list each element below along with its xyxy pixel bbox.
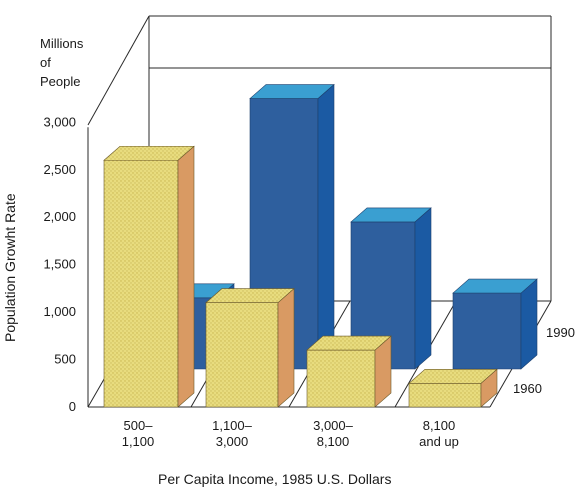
series-1960-bars bbox=[103, 145, 498, 408]
bar-1960-0-top bbox=[103, 145, 195, 161]
bar-1960-3-front bbox=[408, 382, 482, 408]
category-label-0-line0: 500– bbox=[124, 418, 154, 433]
bar-1960-3 bbox=[408, 368, 498, 408]
bar-1960-1-side bbox=[277, 287, 295, 408]
bar-1960-1-top bbox=[205, 288, 295, 303]
y-tick-1: 500 bbox=[54, 352, 76, 367]
bar-1990-1 bbox=[249, 83, 335, 370]
category-label-1-line1: 3,000 bbox=[216, 434, 249, 449]
y-tick-0: 0 bbox=[69, 399, 76, 414]
y-tick-2: 1,000 bbox=[43, 304, 76, 319]
category-label-2-line1: 8,100 bbox=[317, 434, 350, 449]
series-label-1960: 1960 bbox=[513, 381, 542, 396]
bar-1960-2-top bbox=[306, 335, 392, 351]
units-label-line3: People bbox=[40, 74, 80, 89]
category-labels: 500–1,1001,100–3,0003,000–8,1008,100and … bbox=[122, 418, 459, 449]
bar-1990-1-top bbox=[249, 84, 335, 99]
y-tick-5: 2,500 bbox=[43, 162, 76, 177]
bar-1990-3-front bbox=[452, 292, 522, 370]
bar-1960-0-side bbox=[177, 145, 195, 408]
bar-1990-2-top bbox=[350, 207, 432, 223]
y-tick-3: 1,500 bbox=[43, 257, 76, 272]
units-label-line1: Millions bbox=[40, 36, 84, 51]
bar-1990-3 bbox=[452, 278, 538, 370]
x-axis-title: Per Capita Income, 1985 U.S. Dollars bbox=[158, 471, 391, 487]
bar-1960-1 bbox=[205, 287, 295, 408]
y-tick-labels: 0 500 1,000 1,500 2,000 2,500 3,000 bbox=[43, 114, 76, 414]
bar-1960-3-top bbox=[408, 368, 498, 384]
y-tick-6: 3,000 bbox=[43, 114, 76, 129]
bar-1990-2-side bbox=[414, 207, 432, 370]
units-label-line2: of bbox=[40, 55, 51, 70]
bar-1990-3-top bbox=[452, 278, 538, 294]
category-label-3-line1: and up bbox=[419, 434, 459, 449]
left-wall-top bbox=[87, 15, 150, 126]
y-tick-4: 2,000 bbox=[43, 209, 76, 224]
category-label-1-line0: 1,100– bbox=[212, 418, 253, 433]
bar-1960-0 bbox=[103, 145, 195, 408]
bar-1960-0-front bbox=[103, 159, 179, 408]
category-label-2-line0: 3,000– bbox=[313, 418, 354, 433]
category-label-3-line0: 8,100 bbox=[423, 418, 456, 433]
bar-1990-1-side bbox=[317, 83, 335, 370]
bar-1960-2 bbox=[306, 335, 392, 408]
bar-1960-1-front bbox=[205, 302, 279, 408]
series-label-1990: 1990 bbox=[546, 325, 575, 340]
bar-1990-2 bbox=[350, 207, 432, 370]
y-axis-title: Population Growht Rate bbox=[2, 193, 18, 342]
category-label-0-line1: 1,100 bbox=[122, 434, 155, 449]
bar-1990-3-side bbox=[520, 278, 538, 370]
bar-1960-2-front bbox=[306, 349, 376, 408]
